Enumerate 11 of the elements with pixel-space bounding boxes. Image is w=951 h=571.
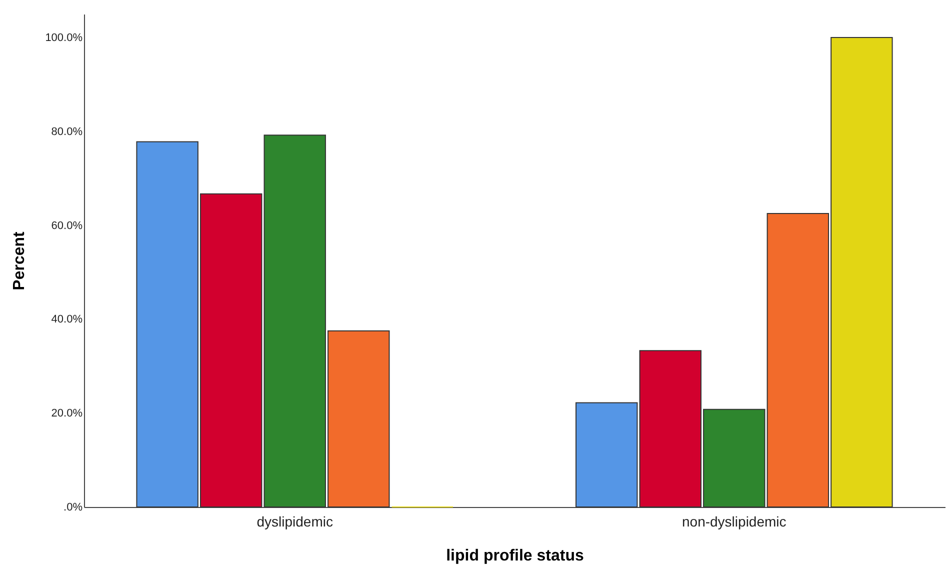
- y-axis-title: Percent: [11, 230, 28, 290]
- x-axis-title: lipid profile status: [446, 548, 584, 564]
- y-tick-label: 60.0%: [51, 220, 83, 232]
- y-tick-label: 100.0%: [45, 32, 83, 44]
- y-tick-label: .0%: [64, 502, 83, 514]
- y-tick-label: 20.0%: [51, 408, 83, 420]
- y-tick-label: 40.0%: [51, 314, 83, 326]
- x-tick-label: dyslipidemic: [256, 514, 333, 530]
- bar: [576, 402, 638, 508]
- y-tick-label: 80.0%: [51, 126, 83, 138]
- x-tick-label: non-dyslipidemic: [682, 514, 786, 530]
